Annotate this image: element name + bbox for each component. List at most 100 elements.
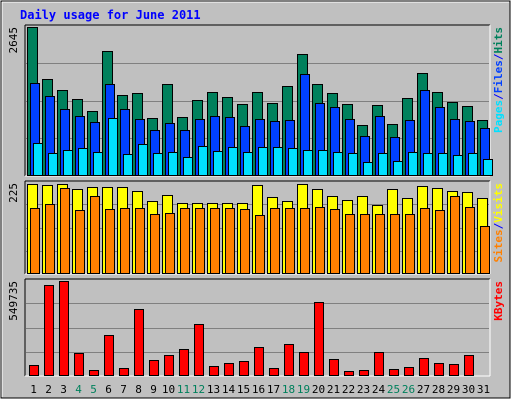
x-tick-label-day-8: 8	[135, 383, 142, 396]
x-tick-label-day-12: 12	[192, 383, 205, 396]
bar-kbytes-day-16	[254, 347, 264, 376]
bar-pages-day-7	[123, 154, 133, 176]
bar-sites-day-19	[300, 208, 310, 274]
bar-sites-day-3	[60, 188, 70, 274]
bar-kbytes-day-10	[164, 355, 174, 376]
bar-pages-day-21	[333, 152, 343, 176]
x-tick-label-day-11: 11	[177, 383, 190, 396]
bar-sites-day-5	[90, 196, 100, 274]
bar-sites-day-10	[165, 213, 175, 274]
bar-pages-day-20	[318, 150, 328, 176]
x-tick-label-day-6: 6	[105, 383, 112, 396]
legend-separator: /	[492, 93, 505, 100]
bar-kbytes-day-18	[284, 344, 294, 376]
bar-pages-day-5	[93, 152, 103, 176]
bar-sites-day-24	[375, 214, 385, 274]
x-tick-label-day-4: 4	[75, 383, 82, 396]
bar-sites-day-6	[105, 209, 115, 274]
bar-pages-day-26	[408, 152, 418, 176]
bar-sites-day-30	[465, 207, 475, 274]
x-tick-label-day-16: 16	[252, 383, 265, 396]
bar-pages-day-23	[363, 162, 373, 176]
y-max-label: 2645	[7, 27, 20, 54]
x-tick-label-day-27: 27	[417, 383, 430, 396]
series-legend-label: Sites/Visits	[492, 183, 505, 263]
bar-pages-day-15	[243, 152, 253, 176]
bar-kbytes-day-14	[224, 363, 234, 376]
bar-sites-day-14	[225, 208, 235, 274]
bar-kbytes-day-23	[359, 370, 369, 376]
bar-kbytes-day-11	[179, 349, 189, 376]
bar-sites-day-4	[75, 210, 85, 274]
x-tick-label-day-21: 21	[327, 383, 340, 396]
bar-pages-day-30	[468, 153, 478, 176]
bar-kbytes-day-4	[74, 353, 84, 376]
bar-sites-day-29	[450, 196, 460, 274]
bar-kbytes-day-9	[149, 360, 159, 376]
bar-pages-day-14	[228, 147, 238, 176]
bar-kbytes-day-26	[404, 367, 414, 376]
bar-pages-day-31	[483, 159, 493, 176]
bar-sites-day-1	[30, 208, 40, 274]
x-tick-label-day-23: 23	[357, 383, 370, 396]
x-tick-label-day-22: 22	[342, 383, 355, 396]
bar-sites-day-17	[270, 208, 280, 274]
bar-pages-day-27	[423, 153, 433, 176]
legend-files-text: Files	[492, 60, 505, 93]
chart-title: Daily usage for June 2011	[20, 8, 201, 22]
bar-kbytes-day-7	[119, 368, 129, 376]
bar-pages-day-25	[393, 161, 403, 176]
bar-pages-day-1	[33, 143, 43, 176]
x-tick-label-day-19: 19	[297, 383, 310, 396]
x-tick-label-day-1: 1	[30, 383, 37, 396]
panel-2: 225 Sites/Visits	[7, 180, 505, 275]
bar-kbytes-day-5	[89, 370, 99, 376]
x-tick-label-day-20: 20	[312, 383, 325, 396]
series-legend-label: KBytes	[492, 281, 505, 321]
bar-pages-day-18	[288, 148, 298, 176]
bar-sites-day-11	[180, 208, 190, 274]
bar-kbytes-day-20	[314, 302, 324, 376]
x-tick-label-day-28: 28	[432, 383, 445, 396]
x-tick-label-day-24: 24	[372, 383, 386, 396]
bar-sites-day-8	[135, 208, 145, 274]
legend-hits-text: Hits	[492, 27, 505, 54]
legend-visits-text: Visits	[492, 183, 505, 223]
x-tick-label-day-7: 7	[120, 383, 127, 396]
bar-pages-day-8	[138, 144, 148, 176]
bar-sites-day-21	[330, 209, 340, 274]
bar-sites-day-23	[360, 214, 370, 274]
x-tick-label-day-10: 10	[162, 383, 175, 396]
bar-kbytes-day-28	[434, 363, 444, 376]
bar-sites-day-2	[45, 204, 55, 274]
bar-kbytes-day-21	[329, 359, 339, 376]
bar-sites-day-31	[480, 226, 490, 274]
bar-pages-day-28	[438, 153, 448, 176]
x-tick-label-day-17: 17	[267, 383, 280, 396]
x-tick-label-day-2: 2	[45, 383, 52, 396]
bar-sites-day-27	[420, 208, 430, 274]
bar-kbytes-day-6	[104, 335, 114, 376]
bar-kbytes-day-3	[59, 281, 69, 376]
bar-sites-day-12	[195, 208, 205, 274]
bar-kbytes-day-8	[134, 309, 144, 376]
bar-sites-day-16	[255, 215, 265, 274]
x-tick-label-day-5: 5	[90, 383, 97, 396]
x-tick-label-day-18: 18	[282, 383, 295, 396]
legend-pages-text: Pages	[492, 100, 505, 133]
bar-pages-day-19	[303, 150, 313, 176]
bar-pages-day-6	[108, 118, 118, 176]
bar-sites-day-22	[345, 214, 355, 274]
x-tick-label-day-13: 13	[207, 383, 220, 396]
x-tick-label-day-14: 14	[222, 383, 236, 396]
bar-sites-day-25	[390, 214, 400, 274]
bar-pages-day-4	[78, 148, 88, 176]
bar-kbytes-day-17	[269, 368, 279, 376]
bar-sites-day-28	[435, 210, 445, 274]
legend-sites-text: Sites	[492, 229, 505, 262]
bar-kbytes-day-13	[209, 366, 219, 376]
bar-kbytes-day-27	[419, 358, 429, 376]
bar-pages-day-10	[168, 152, 178, 176]
